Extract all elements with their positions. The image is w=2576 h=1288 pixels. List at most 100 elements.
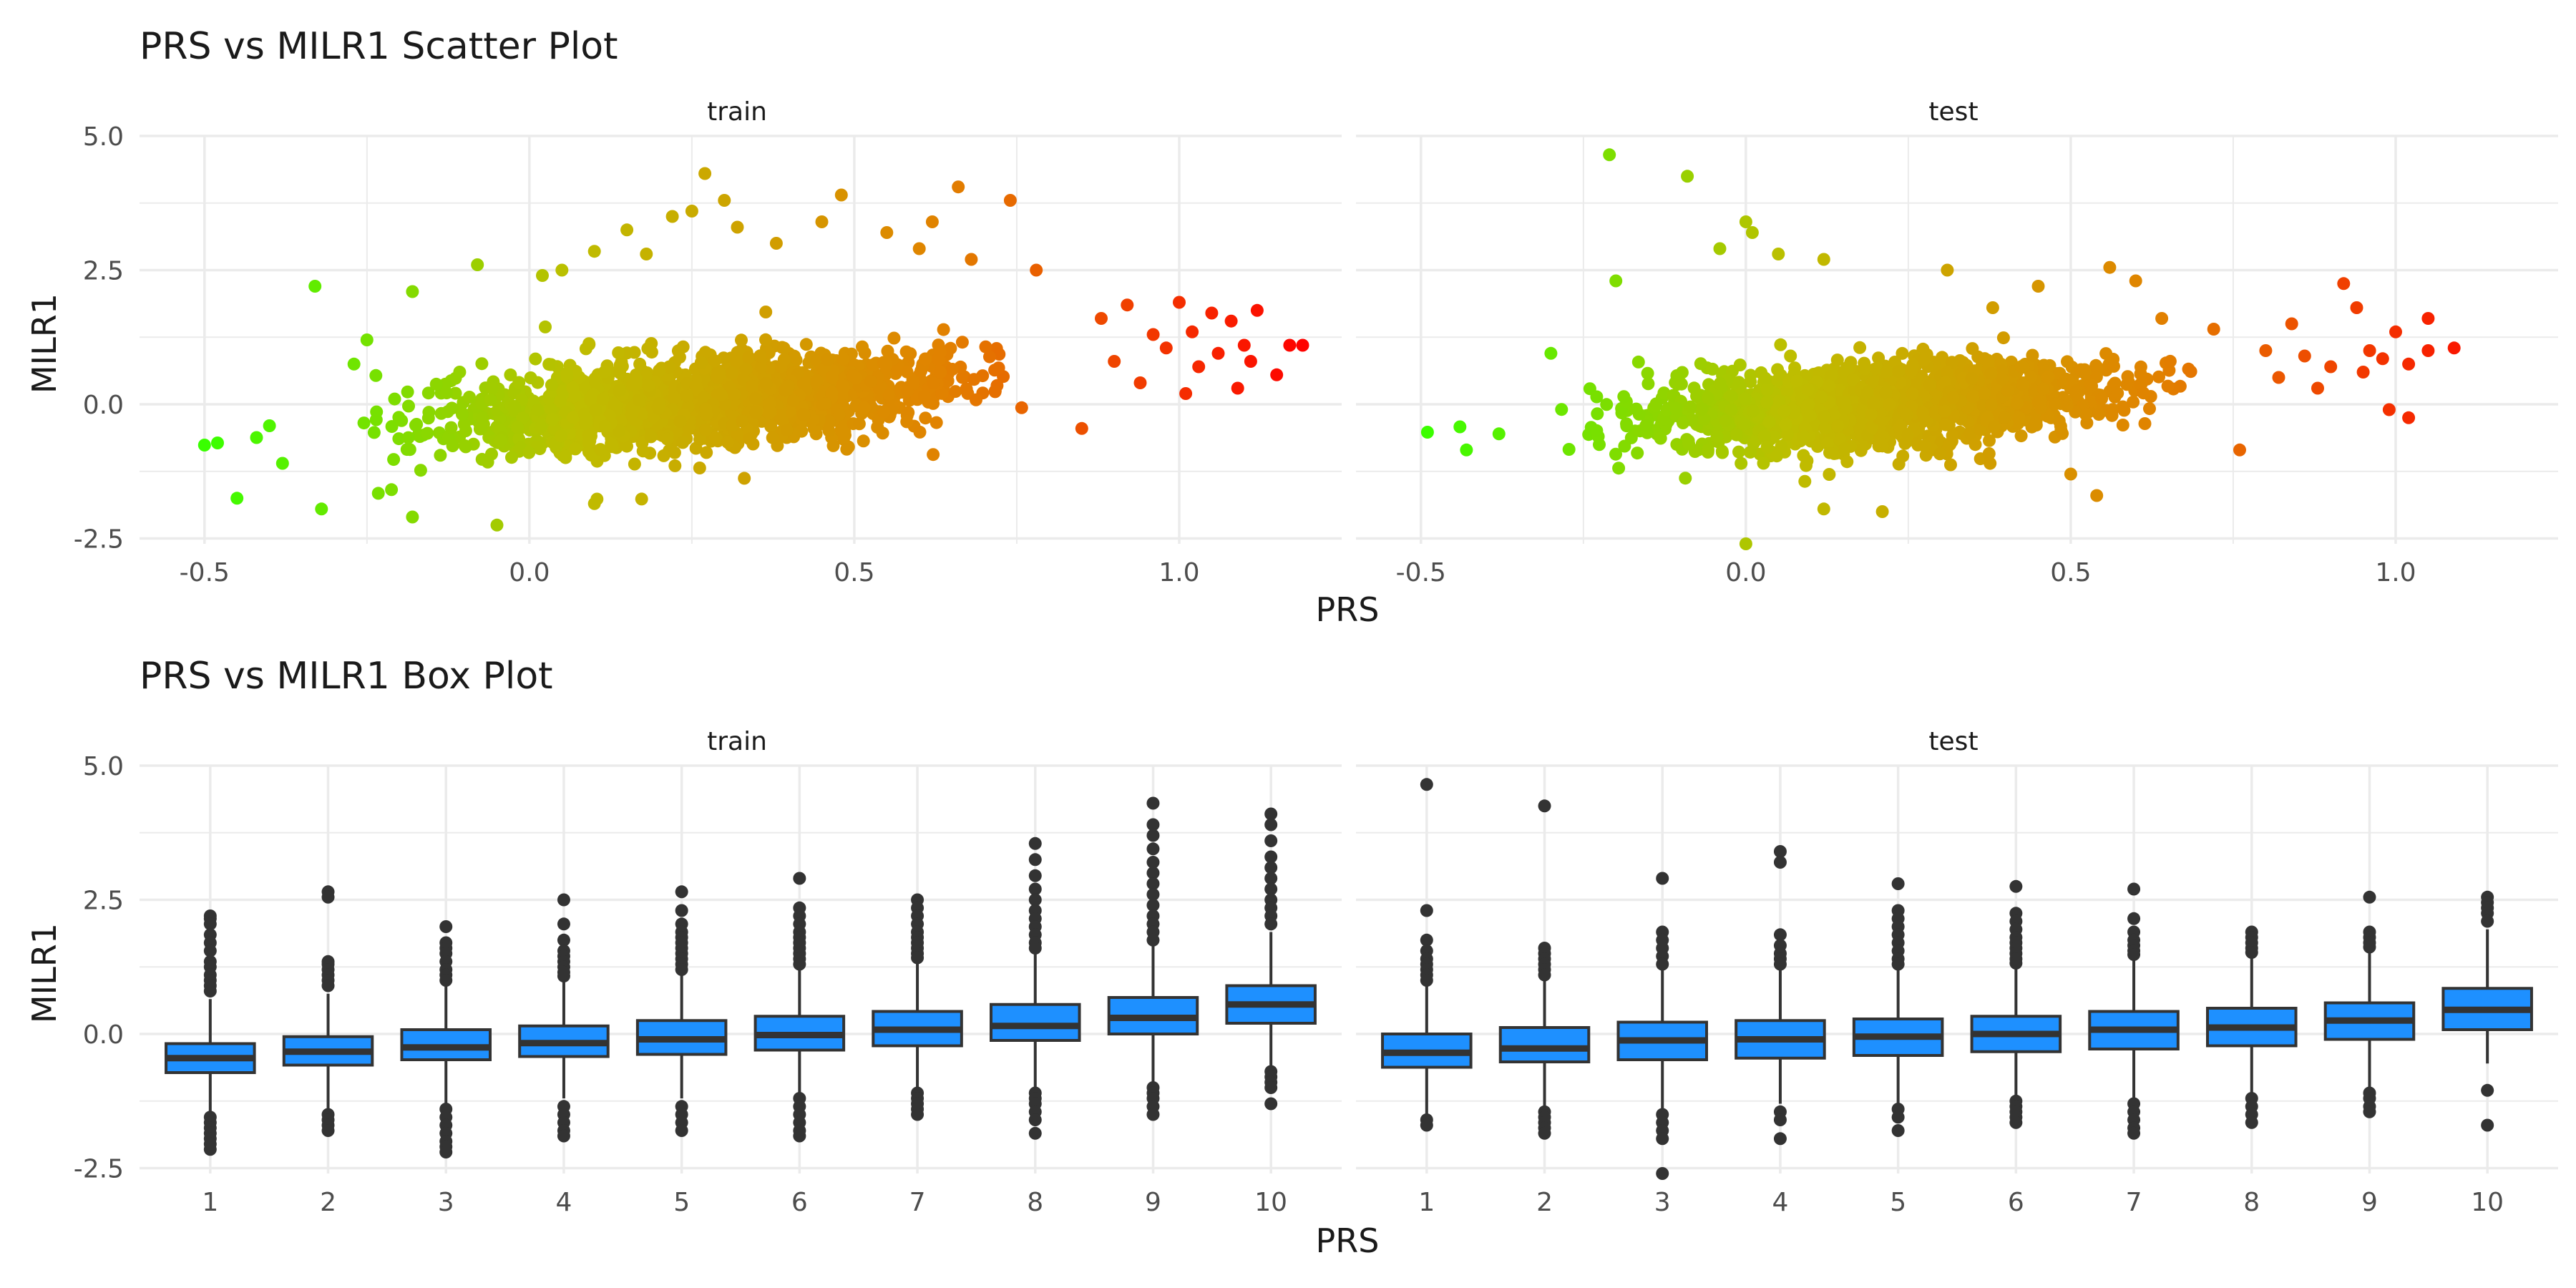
- scatter-train-point: [598, 365, 612, 379]
- scatter-train-point: [484, 393, 497, 406]
- scatter-train-point: [743, 432, 756, 446]
- scatter-train-point: [685, 205, 698, 218]
- scatter-test-point: [1745, 226, 1759, 239]
- scatter-test-point: [1988, 420, 2001, 434]
- scatter-train-point: [673, 414, 687, 428]
- scatter-test-point: [2129, 274, 2142, 288]
- scatter-test-point: [1677, 416, 1689, 429]
- scatter-train-point: [822, 414, 836, 428]
- box-train-outlier: [911, 951, 924, 965]
- scatter-test-point: [1984, 457, 1997, 470]
- scatter-train-point: [735, 333, 748, 347]
- scatter-train-point: [539, 320, 552, 333]
- scatter-train-point: [522, 446, 536, 459]
- scatter-train-point: [263, 419, 276, 432]
- scatter-train-point: [934, 365, 947, 379]
- scatter-train-point: [560, 367, 573, 380]
- scatter-test-point: [1706, 362, 1719, 376]
- scatter-train-point: [759, 333, 772, 346]
- box-test-outlier: [1420, 778, 1433, 791]
- scatter-test-point: [1996, 372, 2009, 386]
- scatter-test-point: [1998, 411, 2011, 424]
- box-test-outlier: [2127, 882, 2141, 896]
- box-train-outlier: [203, 1143, 217, 1156]
- box-train-outlier: [321, 1124, 335, 1137]
- scatter-strip-train: train: [707, 97, 767, 127]
- scatter-train-point: [759, 306, 773, 318]
- scatter-test-point: [2382, 403, 2396, 416]
- scatter-train-point: [815, 215, 829, 228]
- scatter-train-point: [749, 406, 763, 419]
- scatter-train-point: [857, 434, 870, 448]
- scatter-test-point: [2016, 379, 2030, 392]
- box-train-outlier: [1264, 834, 1278, 847]
- scatter-test-point: [1695, 402, 1709, 416]
- box-panel-test: 1 2 3 4 5 6 7 8 9 10: [1356, 764, 2558, 1217]
- scatter-test-point: [1982, 447, 1996, 460]
- scatter-train-point: [620, 223, 634, 237]
- scatter-train-point: [919, 411, 932, 425]
- scatter-train-point: [315, 502, 328, 516]
- scatter-test-point: [1945, 356, 1958, 369]
- scatter-train-point: [780, 424, 794, 437]
- scatter-train-point: [644, 430, 658, 444]
- scatter-train-point: [250, 431, 263, 444]
- scatter-test-point: [1938, 376, 1952, 389]
- scatter-train-point: [694, 356, 708, 369]
- scatter-test-point: [1840, 361, 1853, 374]
- scatter-test-point: [1830, 353, 1844, 367]
- scatter-train-point: [788, 349, 801, 363]
- box-train-outlier: [203, 985, 217, 997]
- scatter-train-point: [421, 386, 435, 400]
- scatter-train-point: [486, 381, 499, 395]
- scatter-test-point: [1875, 505, 1889, 518]
- scatter-x-axis-label: PRS: [1316, 590, 1380, 629]
- box-train-outlier: [793, 1129, 806, 1143]
- scatter-test-point: [1790, 374, 1804, 388]
- scatter-train-point: [583, 393, 597, 406]
- scatter-train-point: [594, 443, 608, 457]
- scatter-test-point: [1739, 215, 1752, 228]
- box-train-y-tick-label: 2.5: [83, 887, 124, 916]
- scatter-train-point: [739, 363, 753, 376]
- scatter-test-point: [1612, 462, 1626, 475]
- box-test-outlier: [2009, 957, 2023, 970]
- scatter-test-point: [2026, 348, 2039, 362]
- scatter-train-point: [864, 374, 877, 388]
- scatter-test-point: [1867, 396, 1880, 410]
- scatter-test-point: [2272, 371, 2285, 384]
- scatter-test-point: [1555, 403, 1568, 416]
- box-test-x-tick-label: 2: [1536, 1188, 1553, 1217]
- scatter-train-point: [1296, 338, 1309, 352]
- box-train-outlier: [557, 917, 570, 931]
- box-train-outlier: [439, 920, 453, 933]
- scatter-test-point: [1865, 376, 1879, 389]
- scatter-test-point: [1918, 439, 1931, 453]
- scatter-panel-train: -2.5 0.0 2.5 5.0 -0.5 0.0 0.5 1.0: [74, 122, 1342, 587]
- scatter-test-point: [1760, 440, 1774, 454]
- scatter-test-point: [1870, 361, 1883, 375]
- scatter-train-point: [754, 360, 768, 374]
- scatter-test-point: [2363, 344, 2376, 357]
- box-train-outlier: [675, 885, 688, 899]
- scatter-test-point: [1772, 248, 1785, 260]
- scatter-train-point: [347, 357, 361, 371]
- scatter-train-point: [759, 377, 773, 390]
- scatter-train-point: [946, 363, 959, 376]
- scatter-test-point: [1702, 444, 1714, 457]
- scatter-test-point: [1544, 346, 1558, 360]
- scatter-train-point: [357, 416, 371, 430]
- scatter-test-point: [1760, 396, 1774, 409]
- scatter-train-point: [913, 425, 927, 439]
- scatter-test-point: [2356, 366, 2370, 379]
- scatter-test-point: [2421, 344, 2435, 357]
- scatter-test-point: [2116, 419, 2129, 431]
- scatter-test-point: [2091, 361, 2104, 374]
- box-test-outlier: [1420, 974, 1433, 987]
- box-train-outlier: [557, 1129, 570, 1143]
- scatter-train-point: [837, 380, 850, 394]
- scatter-train-point: [642, 379, 655, 392]
- box-train-outlier: [1264, 861, 1278, 874]
- scatter-train-point: [880, 226, 894, 239]
